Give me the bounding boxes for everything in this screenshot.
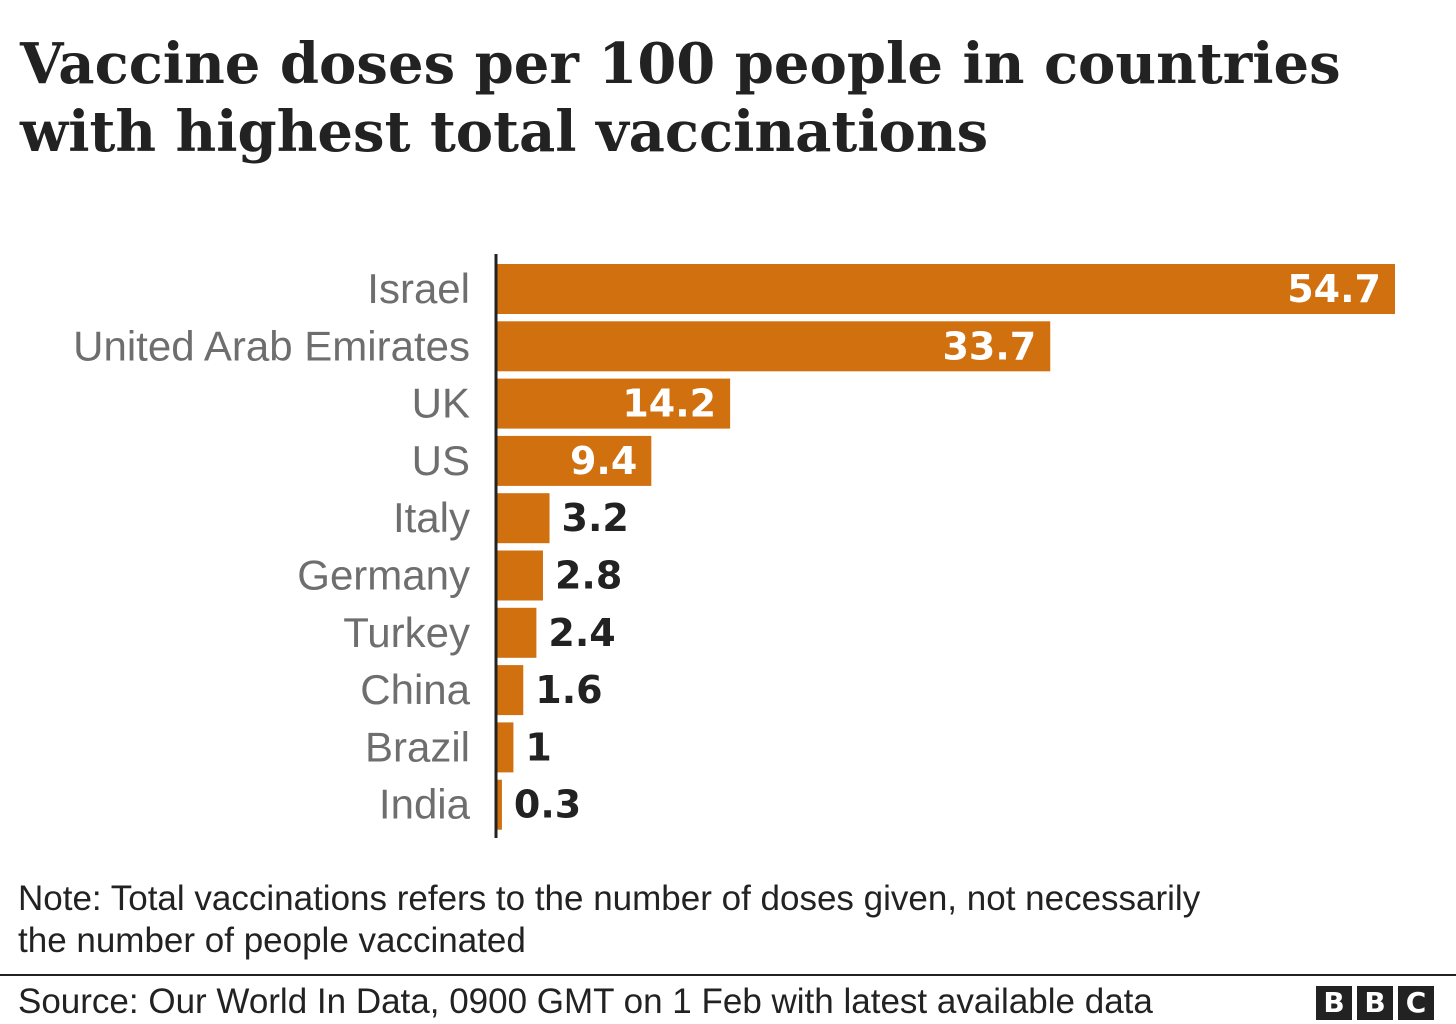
bbc-logo-letter: B <box>1357 986 1393 1020</box>
source-text: Source: Our World In Data, 0900 GMT on 1… <box>18 982 1153 1021</box>
bar-chart: Israel 54.7 United Arab Emirates 33.7 UK 14.2… <box>73 254 1395 838</box>
category-label: US <box>412 437 470 484</box>
category-label: Brazil <box>365 723 470 770</box>
value-label: 2.8 <box>555 554 622 598</box>
bbc-logo-letter: C <box>1398 986 1434 1020</box>
value-label: 14.2 <box>622 382 716 426</box>
value-label: 9.4 <box>570 439 637 483</box>
value-label: 33.7 <box>942 324 1036 368</box>
bar <box>497 321 1051 372</box>
category-label: China <box>360 666 470 713</box>
chart-title-line-1: Vaccine doses per 100 people in countrie… <box>20 31 1341 97</box>
chart-title-line-2: with highest total vaccinations <box>20 99 989 165</box>
bbc-logo-letter: B <box>1316 986 1352 1020</box>
chart-note: Note: Total vaccinations refers to the n… <box>18 878 1418 962</box>
value-label: 1.6 <box>535 668 602 712</box>
category-label: Israel <box>367 265 470 312</box>
bar <box>497 378 731 429</box>
footer-divider <box>0 974 1456 976</box>
chart-title: Vaccine doses per 100 people in countrie… <box>20 30 1420 166</box>
bar <box>497 722 514 773</box>
chart-note-line-2: the number of people vaccinated <box>18 921 526 960</box>
bar <box>497 665 524 716</box>
value-label: 2.4 <box>548 611 615 655</box>
value-label: 0.3 <box>514 783 581 827</box>
bar <box>497 550 543 601</box>
bbc-logo: B B C <box>1316 986 1434 1020</box>
category-label: Germany <box>297 552 470 599</box>
bar <box>497 264 1395 314</box>
category-label: UK <box>412 380 470 427</box>
chart-note-line-1: Note: Total vaccinations refers to the n… <box>18 879 1201 918</box>
bar <box>497 435 652 486</box>
bar <box>497 607 537 658</box>
category-label: Italy <box>393 494 470 541</box>
category-label: United Arab Emirates <box>73 322 470 369</box>
value-label: 3.2 <box>562 496 629 540</box>
bar <box>497 779 502 830</box>
value-label: 1 <box>525 725 551 769</box>
category-label: Turkey <box>343 609 470 656</box>
value-label: 54.7 <box>1287 267 1381 311</box>
category-label: India <box>379 781 471 828</box>
bar <box>497 493 550 544</box>
